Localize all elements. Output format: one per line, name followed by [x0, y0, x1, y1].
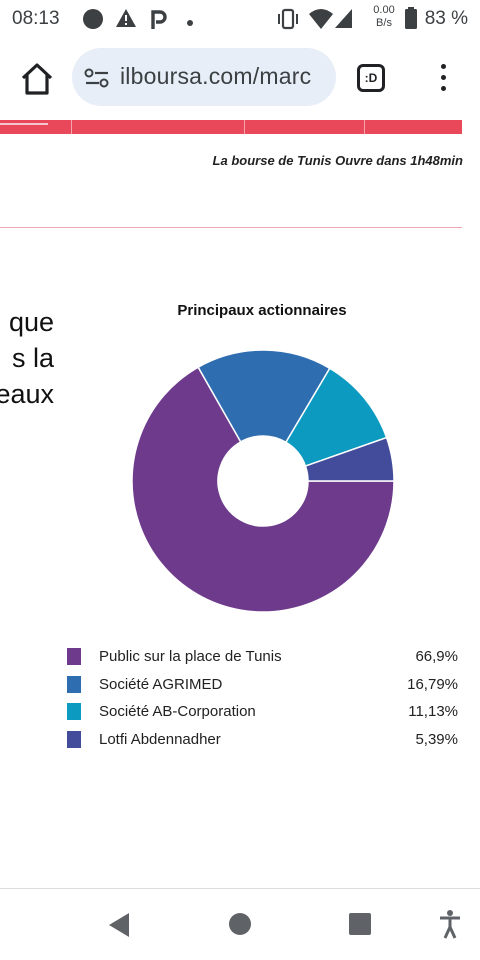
address-bar[interactable]: ilboursa.com/marc [72, 48, 336, 106]
network-speed-unit: B/s [376, 17, 392, 29]
truncated-line: eaux [0, 379, 54, 409]
url-text[interactable]: ilboursa.com/marc [120, 63, 312, 89]
accessibility-icon[interactable] [438, 909, 462, 939]
more-notifications-dot-icon [186, 14, 194, 32]
donut-slice-2[interactable] [197, 349, 331, 444]
home-icon [21, 63, 53, 95]
legend-swatch [67, 703, 81, 720]
wifi-icon [308, 8, 334, 35]
browser-toolbar: ilboursa.com/marc :D [0, 38, 480, 118]
back-icon[interactable] [107, 912, 131, 938]
legend-item[interactable]: Lotfi Abdennadher 5,39% [66, 729, 458, 757]
legend-swatch [67, 730, 81, 748]
legend-swatch [67, 648, 81, 665]
network-speed: 0.00 B/s [371, 4, 397, 30]
battery-percent: 83 % [424, 8, 468, 29]
p-app-icon [150, 8, 168, 35]
legend-value: 11,13% [408, 703, 458, 720]
home-button[interactable] [18, 62, 56, 96]
system-navigation-bar [0, 889, 480, 960]
notification-circle-icon [82, 8, 104, 35]
legend-value: 5,39% [415, 730, 458, 748]
battery-icon [405, 7, 417, 34]
legend-item[interactable]: Société AB-Corporation 11,13% [66, 701, 458, 729]
legend-value: 16,79% [407, 675, 458, 693]
chart-legend: Public sur la place de Tunis 66,9% Socié… [66, 646, 458, 756]
cell-signal-icon [334, 8, 354, 35]
tab-switcher-button[interactable]: :D [357, 64, 385, 92]
status-bar: 08:13 0.00 B/s 83 % [0, 0, 480, 38]
status-time: 08:13 [12, 8, 60, 29]
legend-value: 66,9% [415, 648, 458, 665]
site-settings-icon[interactable] [84, 67, 110, 89]
chart-title: Principaux actionnaires [177, 302, 347, 319]
network-speed-value: 0.00 [373, 4, 395, 16]
home-circle-icon[interactable] [228, 912, 252, 936]
truncated-paragraph: que s la eaux [0, 304, 54, 412]
legend-label: Lotfi Abdennadher [99, 730, 221, 748]
recents-square-icon[interactable] [348, 912, 372, 936]
truncated-line: s la [11, 343, 54, 373]
truncated-line: que [8, 307, 54, 337]
vibrate-icon [276, 8, 300, 35]
donut-slice-1[interactable] [131, 366, 395, 613]
donut-slice-4[interactable] [304, 436, 395, 482]
navbar-divider [0, 888, 480, 889]
legend-label: Société AB-Corporation [99, 703, 256, 720]
more-options-menu-icon[interactable] [437, 64, 449, 94]
legend-swatch [67, 675, 81, 693]
legend-label: Société AGRIMED [99, 675, 223, 693]
legend-item[interactable]: Public sur la place de Tunis 66,9% [66, 646, 458, 674]
nav-divider [71, 120, 72, 134]
section-divider [0, 227, 462, 228]
site-nav-bar[interactable] [0, 120, 462, 134]
shareholders-donut-chart [131, 349, 395, 613]
warning-icon [115, 8, 137, 33]
nav-divider [364, 120, 365, 134]
legend-item[interactable]: Société AGRIMED 16,79% [66, 674, 458, 702]
market-status-text: La bourse de Tunis Ouvre dans 1h48min [212, 153, 463, 168]
legend-label: Public sur la place de Tunis [99, 648, 282, 665]
nav-active-underline [0, 123, 48, 125]
nav-divider [244, 120, 245, 134]
